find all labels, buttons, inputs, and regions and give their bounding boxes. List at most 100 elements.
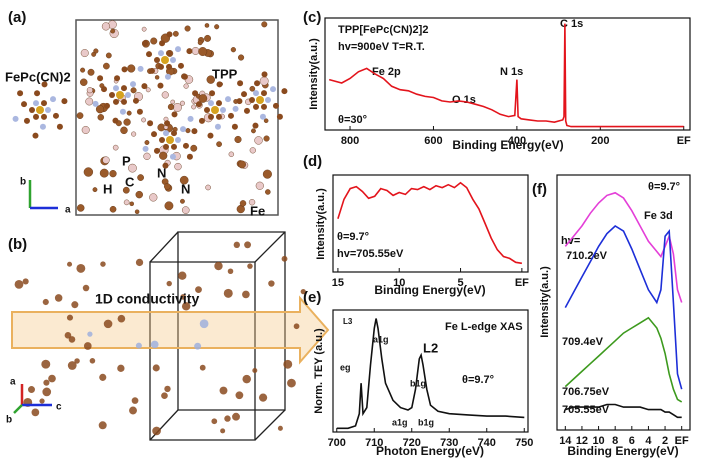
molecule-atom <box>29 107 35 113</box>
molecule-atom <box>237 80 243 86</box>
molecule-atom <box>270 86 276 92</box>
atom <box>67 315 73 321</box>
x-tick-label: 800 <box>341 135 359 147</box>
molecule-atom <box>233 106 239 112</box>
molecule-atom <box>166 64 172 70</box>
atom <box>118 315 126 323</box>
y-axis-label: Intensity(a.u.) <box>308 38 320 110</box>
atom <box>259 394 267 402</box>
molecule-atom <box>171 144 177 150</box>
x-tick-label: 730 <box>440 437 458 449</box>
atom <box>229 152 234 157</box>
atom <box>265 189 270 194</box>
atom <box>180 199 184 203</box>
molecule-atom <box>281 88 287 94</box>
molecule-atom <box>215 124 221 130</box>
atom <box>77 112 83 118</box>
atom <box>146 88 150 92</box>
atom <box>162 92 169 99</box>
atom <box>250 86 255 91</box>
molecule-atom <box>254 80 260 86</box>
atom <box>106 53 111 58</box>
molecule-atom <box>133 98 139 104</box>
molecule-atom <box>159 40 165 46</box>
annotation: eg <box>340 362 351 372</box>
atom <box>67 262 72 267</box>
molecule-atom <box>244 108 250 114</box>
molecule-atom <box>121 85 127 91</box>
figure: (a) (b) FePc(CN)2TPPPHCNNFeba1D conducti… <box>0 0 708 459</box>
atom <box>80 68 85 73</box>
atom <box>15 280 24 289</box>
annotation: hv=705.55eV <box>337 248 404 260</box>
x-tick-label: 5 <box>457 277 463 289</box>
structure-label: b <box>20 177 26 188</box>
molecule-atom <box>40 124 46 130</box>
atom <box>99 374 106 381</box>
molecule-atom <box>21 101 27 107</box>
atom <box>117 365 124 372</box>
molecule-atom <box>164 120 170 126</box>
atom <box>102 23 110 31</box>
molecule-atom <box>143 146 149 152</box>
structure-label: P <box>122 153 131 168</box>
atom <box>264 119 268 123</box>
molecule-atom <box>261 90 267 96</box>
structure-label: c <box>56 402 62 413</box>
atom <box>294 323 300 329</box>
molecule-atom <box>216 114 222 120</box>
atom <box>43 380 49 386</box>
atom <box>83 285 89 291</box>
atom <box>283 360 292 369</box>
atom <box>224 289 233 298</box>
molecule-atom <box>187 154 193 160</box>
atom <box>127 111 131 115</box>
molecule-atom <box>171 130 177 136</box>
atom <box>251 129 255 133</box>
molecule-atom <box>216 100 222 106</box>
atom <box>98 114 104 120</box>
series-label: 710.2eV <box>566 250 608 262</box>
panel-label: (f) <box>532 181 547 198</box>
atom <box>103 63 109 69</box>
atom <box>238 55 244 61</box>
molecule-atom <box>175 137 181 143</box>
atom <box>191 145 197 151</box>
atom <box>132 397 139 404</box>
molecule-atom <box>53 113 59 119</box>
annotation: a1g <box>392 417 408 427</box>
molecule-atom <box>109 92 115 98</box>
molecule-atom <box>57 124 63 130</box>
atom <box>91 52 95 56</box>
atom <box>142 27 146 31</box>
annotation: L2 <box>423 340 438 355</box>
atom <box>161 392 168 399</box>
atom <box>171 100 175 104</box>
atom <box>100 261 105 266</box>
atom <box>220 387 228 395</box>
atom <box>23 278 29 284</box>
fe-atom <box>166 136 174 144</box>
x-tick-label: 14 <box>559 435 572 447</box>
atom <box>234 242 240 248</box>
y-axis-label: Intensity(a.u.) <box>315 188 327 260</box>
molecule-atom <box>50 96 56 102</box>
atom <box>235 136 242 143</box>
atom <box>205 23 209 27</box>
molecule-atom <box>125 92 131 98</box>
molecule-atom <box>188 116 194 122</box>
atom <box>84 342 92 350</box>
molecule-atom <box>252 123 258 129</box>
x-tick-label: EF <box>675 435 689 447</box>
atom <box>76 264 85 273</box>
molecule-atom <box>33 114 39 120</box>
atom <box>82 126 90 134</box>
molecule-atom <box>249 97 255 103</box>
atom <box>167 281 172 286</box>
atom <box>31 408 39 416</box>
atom <box>200 365 206 371</box>
atom <box>238 161 245 168</box>
panel-label: (c) <box>303 9 321 26</box>
molecule-atom <box>113 99 119 105</box>
x-tick-label: 15 <box>332 277 344 289</box>
